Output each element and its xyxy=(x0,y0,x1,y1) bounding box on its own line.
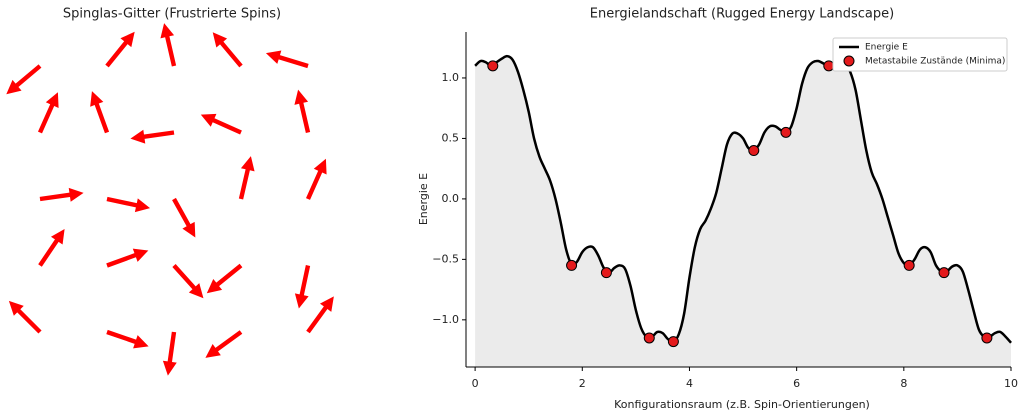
minimum-point xyxy=(667,336,679,348)
y-axis-label: Energie E xyxy=(417,173,430,225)
spin-arrow xyxy=(130,129,175,144)
minimum-point xyxy=(981,332,993,344)
spin-arrow xyxy=(90,91,110,134)
spin-arrow xyxy=(206,263,243,294)
spin-arrow-group xyxy=(172,264,204,299)
spin-arrow xyxy=(265,50,309,69)
legend-label: Energie E xyxy=(865,43,908,53)
y-tick-label: −0.5 xyxy=(432,252,459,265)
y-tick-label: 1.0 xyxy=(442,71,460,84)
minimum-point xyxy=(643,332,655,344)
spin-arrow-group xyxy=(212,32,243,68)
spin-arrow xyxy=(212,32,243,68)
spin-arrow-group xyxy=(162,331,177,376)
legend-box xyxy=(832,37,1008,72)
spin-arrow-group xyxy=(294,89,311,133)
spin-arrow xyxy=(294,89,311,133)
spin-arrow xyxy=(172,264,204,299)
spin-arrow-group xyxy=(305,158,327,200)
spin-arrow-group xyxy=(6,64,42,95)
x-tick-label: 6 xyxy=(793,377,800,390)
energy-area xyxy=(475,56,1012,368)
spin-arrow-group xyxy=(105,31,135,68)
spin-arrow xyxy=(106,329,149,349)
spin-arrow xyxy=(238,156,255,200)
spin-arrow xyxy=(160,23,177,67)
spin-arrow xyxy=(306,296,334,334)
spin-arrow-group xyxy=(306,296,334,334)
spin-arrow-group xyxy=(106,248,149,268)
spin-arrow xyxy=(172,197,196,238)
energy-line xyxy=(474,54,1012,344)
spin-arrow-group xyxy=(238,156,255,200)
spin-arrow xyxy=(305,158,327,200)
spin-arrow-group xyxy=(106,329,149,349)
x-axis-label: Konfigurationsraum (z.B. Spin-Orientieru… xyxy=(614,398,870,411)
spin-arrow xyxy=(37,92,59,134)
spin-arrow-group xyxy=(205,330,243,358)
y-tick-label: 0.5 xyxy=(442,131,460,144)
spin-arrow xyxy=(205,330,243,358)
spin-arrow-group xyxy=(265,50,309,69)
legend-label: Metastabile Zustände (Minima) xyxy=(865,57,1005,67)
spin-arrow xyxy=(105,31,135,68)
minimum-point xyxy=(600,267,612,279)
spin-arrow-group xyxy=(38,229,65,267)
chart-title: Energielandschaft (Rugged Energy Landsca… xyxy=(590,7,894,22)
spin-arrow xyxy=(38,229,65,267)
spin-arrow xyxy=(8,300,42,334)
minimum-point xyxy=(938,267,950,279)
x-tick-label: 4 xyxy=(686,377,693,390)
minimum-point xyxy=(823,60,835,72)
spin-arrow-group xyxy=(39,187,84,202)
spin-arrow-group xyxy=(160,23,177,67)
x-tick-label: 0 xyxy=(472,377,479,390)
spin-arrow-group xyxy=(294,265,311,309)
spin-arrow xyxy=(162,331,177,376)
spin-arrow xyxy=(200,113,242,135)
minimum-point xyxy=(566,259,578,271)
x-tick-label: 10 xyxy=(1004,377,1018,390)
spin-arrow-group xyxy=(90,91,110,134)
spin-arrow xyxy=(6,64,42,95)
minimum-point xyxy=(748,145,760,157)
x-tick-label: 2 xyxy=(579,377,586,390)
y-tick-label: −1.0 xyxy=(432,313,459,326)
spin-arrow-group xyxy=(200,113,242,135)
minimum-point xyxy=(903,259,915,271)
y-tick-label: 0.0 xyxy=(442,192,460,205)
spin-arrow-group xyxy=(206,263,243,294)
spin-arrow xyxy=(39,187,84,202)
legend-swatch xyxy=(843,55,855,67)
x-tick-label: 8 xyxy=(900,377,907,390)
spin-arrow-group xyxy=(8,300,42,334)
spin-arrow-group xyxy=(106,196,151,213)
spin-arrow xyxy=(294,265,311,309)
spin-arrow xyxy=(106,196,151,213)
spin-arrow-group xyxy=(37,92,59,134)
spin-arrow xyxy=(106,248,149,268)
minimum-point xyxy=(780,126,792,138)
spin-arrow-group xyxy=(130,129,175,144)
spin-arrow-group xyxy=(172,197,196,238)
chart-title: Spinglas-Gitter (Frustrierte Spins) xyxy=(63,7,281,22)
minimum-point xyxy=(487,60,499,72)
